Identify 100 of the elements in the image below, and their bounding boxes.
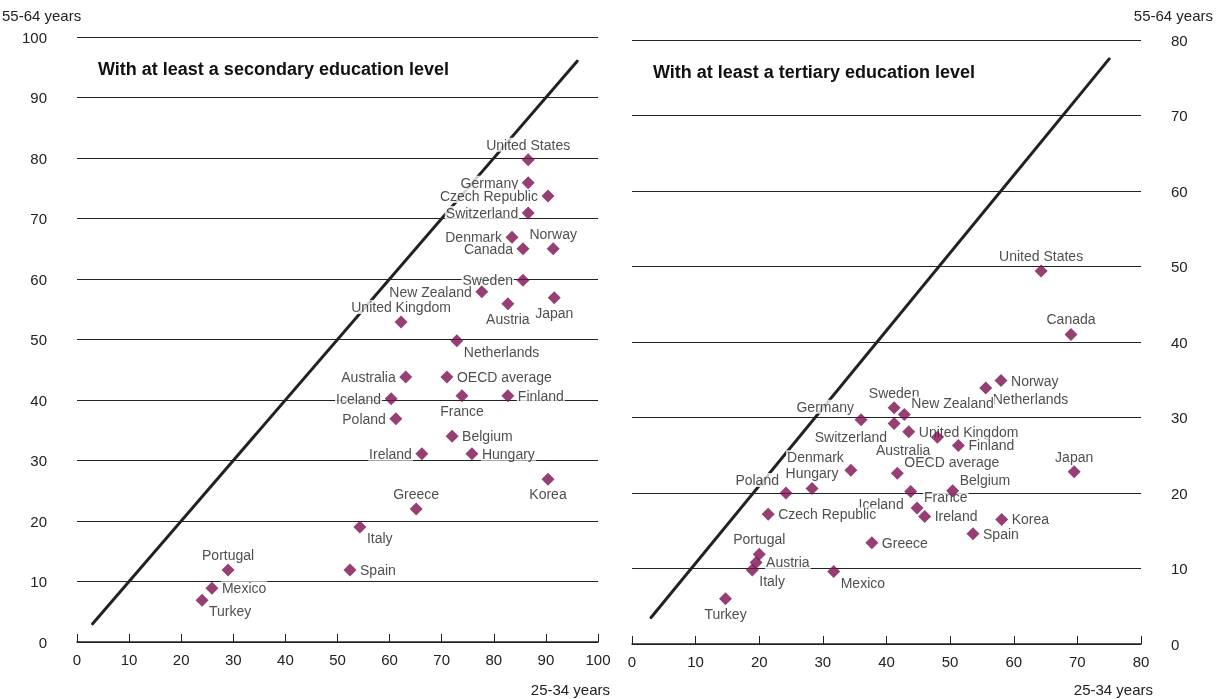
- y-tick-label: 40: [30, 391, 47, 409]
- annotation: United States: [999, 248, 1084, 265]
- point: [440, 370, 454, 384]
- x-tick-label: 80: [485, 651, 503, 668]
- annotation: OECD average: [456, 369, 553, 386]
- annotation: United Kingdom: [351, 298, 451, 315]
- annotation: Finland: [517, 387, 564, 404]
- point: [450, 334, 464, 348]
- x-tick-label: 50: [329, 651, 346, 668]
- annotation: Czech Republic: [439, 188, 538, 205]
- y-tick-label: 10: [1171, 560, 1188, 577]
- x-tick-label: 70: [1069, 653, 1086, 670]
- y-tick-label: 50: [30, 331, 47, 348]
- point: [844, 463, 858, 477]
- point: [501, 297, 515, 311]
- annotation: Germany: [796, 398, 855, 415]
- point: [752, 547, 766, 561]
- x-axis-title: 25-34 years: [1073, 681, 1154, 698]
- annotation: Norway: [529, 225, 577, 242]
- point: [1034, 264, 1048, 278]
- annotation: Denmark: [787, 449, 845, 466]
- annotation: Netherlands: [463, 343, 540, 360]
- y-tick-label: 100: [21, 28, 47, 46]
- annotation: Poland: [735, 472, 779, 488]
- point: [1064, 327, 1078, 341]
- annotation: OECD average: [904, 454, 1000, 471]
- y-tick-label: 0: [1171, 635, 1180, 653]
- point: [465, 447, 479, 461]
- point: [205, 581, 219, 595]
- y-tick-label: 90: [30, 89, 47, 106]
- point: [890, 466, 904, 480]
- point: [521, 206, 535, 220]
- x-tick-label: 0: [72, 651, 82, 668]
- annotation: Korea: [529, 486, 567, 503]
- point: [745, 563, 759, 577]
- text: With at least a secondary education level: [98, 59, 449, 79]
- point: [979, 381, 993, 395]
- annotation: Australia: [341, 369, 396, 386]
- annotation: Belgium: [959, 471, 1011, 488]
- annotation: Switzerland: [445, 205, 519, 222]
- y-tick-label: 20: [30, 512, 47, 530]
- point: [779, 486, 793, 500]
- point: [994, 374, 1008, 388]
- point: [409, 502, 423, 516]
- x-tick-label: 20: [750, 653, 768, 670]
- point: [521, 153, 535, 167]
- point: [455, 389, 469, 403]
- point: [547, 291, 561, 305]
- point: [445, 429, 459, 443]
- annotation: Canada: [1046, 311, 1096, 328]
- point: [918, 509, 932, 523]
- x-axis-title: 25-34 years: [530, 681, 611, 698]
- annotation: Poland: [342, 410, 386, 427]
- x-tick-label: 10: [120, 651, 138, 668]
- point: [501, 389, 515, 403]
- annotation: Japan: [1055, 448, 1094, 465]
- x-tick-label: 90: [537, 651, 555, 668]
- annotation: Germany: [460, 174, 519, 191]
- annotation: United Kingdom: [918, 423, 1019, 440]
- point: [749, 555, 763, 569]
- y-tick-label: 80: [30, 149, 47, 167]
- point: [505, 230, 519, 244]
- point: [399, 370, 413, 384]
- point: [887, 401, 901, 415]
- annotation: Austria: [766, 554, 810, 571]
- annotation: Italy: [366, 530, 393, 547]
- annotation: Portugal: [202, 547, 255, 564]
- annotation: Hungary: [785, 465, 839, 482]
- point: [343, 563, 357, 577]
- point: [902, 425, 916, 439]
- point: [415, 447, 429, 461]
- point: [384, 392, 398, 406]
- x-tick-label: 20: [172, 651, 190, 668]
- point: [353, 520, 367, 534]
- point: [910, 501, 924, 515]
- x-tick-label: 30: [814, 653, 832, 670]
- point: [904, 484, 918, 498]
- point: [1067, 465, 1081, 479]
- text: With at least a tertiary education level: [653, 62, 975, 82]
- annotation: Korea: [1011, 511, 1050, 528]
- annotation: Belgium: [462, 428, 513, 445]
- point: [195, 593, 209, 607]
- point: [521, 176, 535, 190]
- x-tick-label: 40: [277, 651, 294, 668]
- y-tick-label: 70: [30, 210, 47, 227]
- point: [865, 536, 879, 550]
- y-tick-label: 60: [1171, 182, 1188, 200]
- x-tick-label: 40: [878, 653, 895, 670]
- y-axis-title: 55-64 years: [1133, 7, 1214, 24]
- x-tick-label: 0: [627, 653, 637, 670]
- y-tick-label: 40: [1171, 333, 1188, 351]
- point: [995, 512, 1009, 526]
- point: [887, 417, 901, 431]
- annotation: Hungary: [481, 445, 535, 462]
- point: [761, 507, 775, 521]
- x-tick-label: 50: [941, 653, 959, 670]
- point: [854, 413, 868, 427]
- point: [897, 407, 911, 421]
- annotation: Austria: [486, 310, 530, 327]
- point: [546, 242, 560, 256]
